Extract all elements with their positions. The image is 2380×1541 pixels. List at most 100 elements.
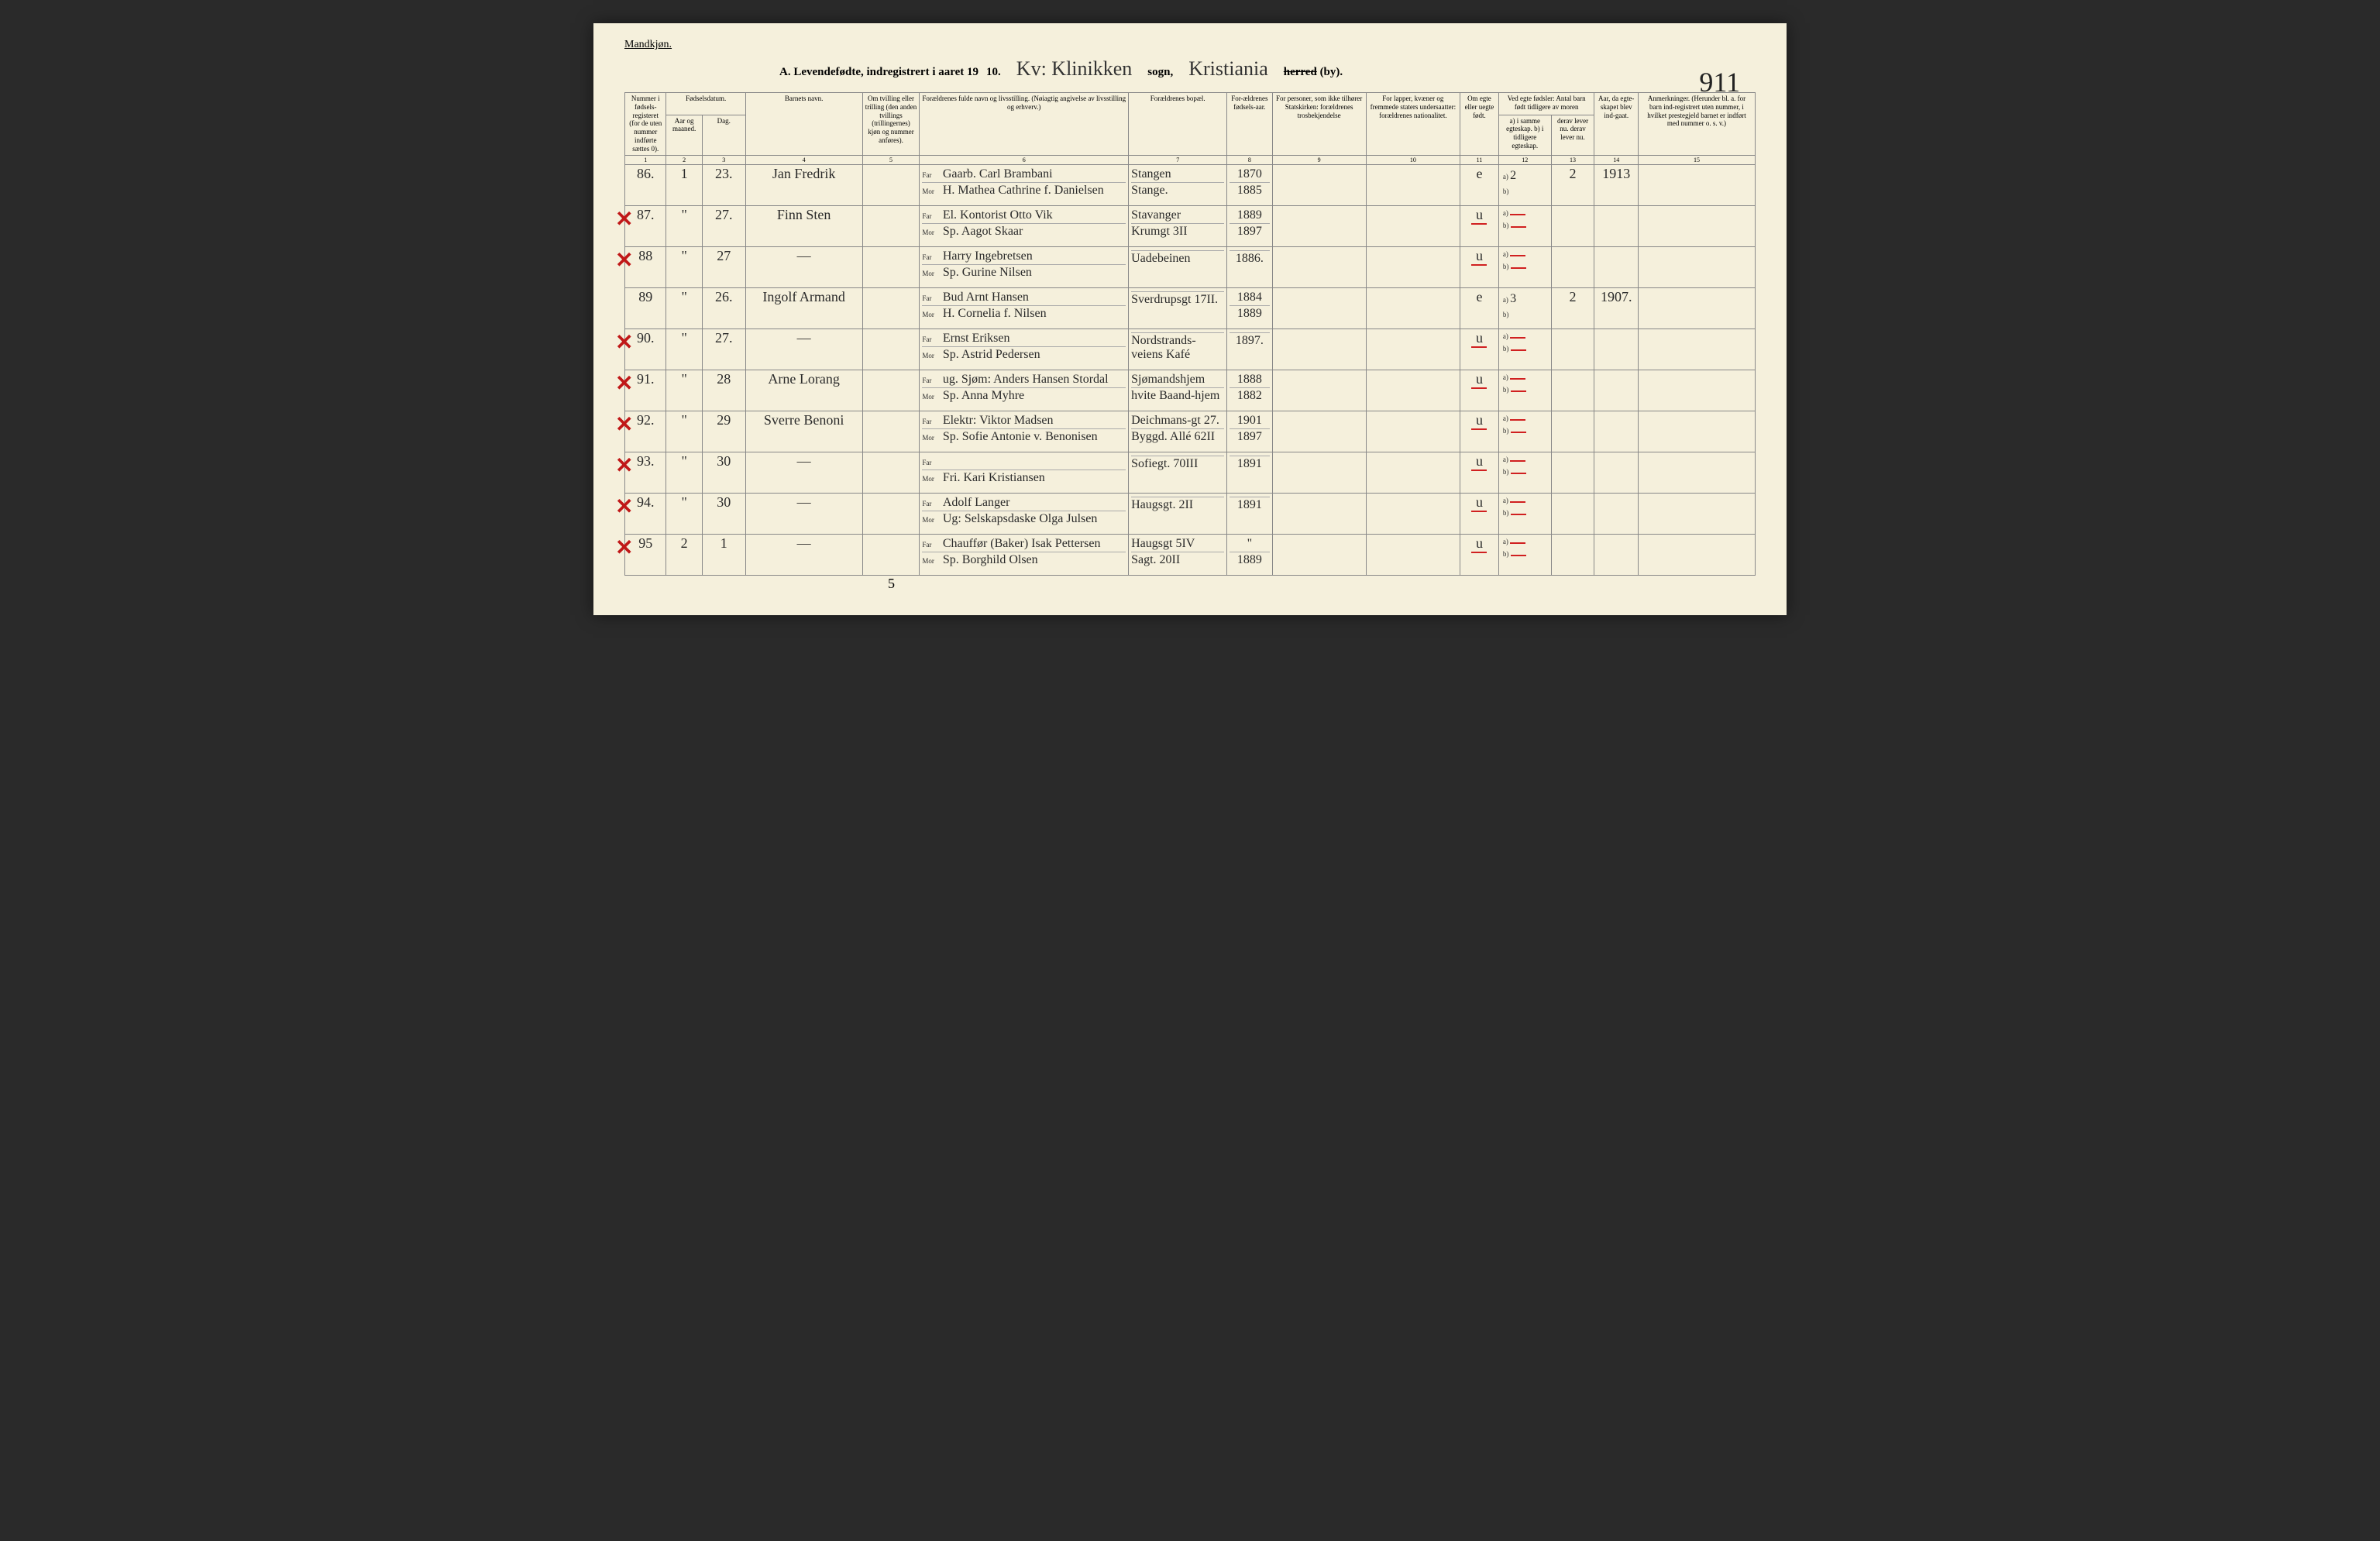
name-cell: — xyxy=(745,535,862,576)
marriage-year-cell xyxy=(1594,494,1638,535)
x-mark-icon: ✕ xyxy=(615,413,633,437)
nationality-cell xyxy=(1366,370,1460,411)
month-cell: " xyxy=(666,370,702,411)
page-number: 911 xyxy=(1699,66,1740,98)
ledger-page: Mandkjøn. 911 A. Levendefødte, indregist… xyxy=(593,23,1787,615)
remarks-cell xyxy=(1638,494,1755,535)
residence-cell: Sjømandshjemhvite Baand-hjem xyxy=(1129,370,1227,411)
faith-cell xyxy=(1272,288,1366,329)
sogn-value: Kv: Klinikken xyxy=(1009,57,1140,81)
name-cell: — xyxy=(745,247,862,288)
col-header: For personer, som ikke tilhører Statskir… xyxy=(1272,93,1366,156)
faith-cell xyxy=(1272,370,1366,411)
prior-children-cell: a) b) xyxy=(1498,370,1551,411)
legitimacy-cell: u xyxy=(1460,535,1498,576)
x-mark-icon: ✕ xyxy=(615,249,633,273)
nationality-cell xyxy=(1366,247,1460,288)
residence-cell: Haugsgt. 2II xyxy=(1129,494,1227,535)
living-cell: 2 xyxy=(1551,288,1594,329)
nationality-cell xyxy=(1366,535,1460,576)
living-cell xyxy=(1551,494,1594,535)
legitimacy-cell: u xyxy=(1460,370,1498,411)
table-row: 86.123.Jan FredrikFar Gaarb. Carl Bramba… xyxy=(625,165,1756,206)
col-header: For-ældrenes fødsels-aar. xyxy=(1227,93,1272,156)
parents-cell: Far Elektr: Viktor MadsenMor Sp. Sofie A… xyxy=(920,411,1129,452)
birthyear-cell: 18701885 xyxy=(1227,165,1272,206)
parents-cell: Far Ernst EriksenMor Sp. Astrid Pedersen xyxy=(920,329,1129,370)
living-cell xyxy=(1551,452,1594,494)
herred-value: Kristiania xyxy=(1181,57,1276,81)
col-header: Nummer i fødsels-registeret (for de uten… xyxy=(625,93,666,156)
name-cell: — xyxy=(745,452,862,494)
name-cell: Jan Fredrik xyxy=(745,165,862,206)
herred-label: herred (by). xyxy=(1284,66,1343,79)
day-cell: 26. xyxy=(702,288,745,329)
twin-cell xyxy=(862,329,920,370)
birthyear-cell: 1886. xyxy=(1227,247,1272,288)
table-row: ✕91."28Arne LorangFar ug. Sjøm: Anders H… xyxy=(625,370,1756,411)
legitimacy-cell: u xyxy=(1460,494,1498,535)
day-cell: 1 xyxy=(702,535,745,576)
residence-cell: StangenStange. xyxy=(1129,165,1227,206)
col-header: a) i samme egteskap. b) i tidligere egte… xyxy=(1498,115,1551,155)
faith-cell xyxy=(1272,247,1366,288)
prior-children-cell: a) b) xyxy=(1498,494,1551,535)
living-cell: 2 xyxy=(1551,165,1594,206)
marriage-year-cell xyxy=(1594,535,1638,576)
marriage-year-cell: 1907. xyxy=(1594,288,1638,329)
birthyear-cell: 18881882 xyxy=(1227,370,1272,411)
gender-heading: Mandkjøn. xyxy=(624,39,1756,51)
faith-cell xyxy=(1272,494,1366,535)
living-cell xyxy=(1551,370,1594,411)
nationality-cell xyxy=(1366,411,1460,452)
parents-cell: Far El. Kontorist Otto VikMor Sp. Aagot … xyxy=(920,206,1129,247)
month-cell: 2 xyxy=(666,535,702,576)
col-header: Aar og maaned. xyxy=(666,115,702,155)
birthyear-cell: 18841889 xyxy=(1227,288,1272,329)
prior-children-cell: a) b) xyxy=(1498,452,1551,494)
table-row: ✕9521—Far Chauffør (Baker) Isak Petterse… xyxy=(625,535,1756,576)
title-prefix: A. Levendefødte, indregistrert i aaret 1… xyxy=(779,66,978,79)
faith-cell xyxy=(1272,535,1366,576)
table-body: 86.123.Jan FredrikFar Gaarb. Carl Bramba… xyxy=(625,165,1756,576)
name-cell: Finn Sten xyxy=(745,206,862,247)
day-cell: 29 xyxy=(702,411,745,452)
row-number: ✕91. xyxy=(625,370,666,411)
name-cell: Arne Lorang xyxy=(745,370,862,411)
month-cell: " xyxy=(666,247,702,288)
remarks-cell xyxy=(1638,452,1755,494)
col-header: Forældrenes bopæl. xyxy=(1129,93,1227,156)
col-header: derav lever nu. derav lever nu. xyxy=(1551,115,1594,155)
legitimacy-cell: e xyxy=(1460,165,1498,206)
legitimacy-cell: u xyxy=(1460,452,1498,494)
twin-cell xyxy=(862,452,920,494)
title-row: A. Levendefødte, indregistrert i aaret 1… xyxy=(624,57,1756,81)
living-cell xyxy=(1551,329,1594,370)
living-cell xyxy=(1551,247,1594,288)
faith-cell xyxy=(1272,452,1366,494)
row-number: ✕94. xyxy=(625,494,666,535)
marriage-year-cell xyxy=(1594,411,1638,452)
birthyear-cell: 1891 xyxy=(1227,452,1272,494)
twin-cell xyxy=(862,288,920,329)
table-row: ✕88"27—Far Harry IngebretsenMor Sp. Guri… xyxy=(625,247,1756,288)
title-year: 10. xyxy=(986,66,1001,79)
col-header: Aar, da egte-skapet blev ind-gaat. xyxy=(1594,93,1638,156)
day-cell: 27. xyxy=(702,329,745,370)
living-cell xyxy=(1551,206,1594,247)
row-number: ✕90. xyxy=(625,329,666,370)
living-cell xyxy=(1551,411,1594,452)
table-row: ✕94."30—Far Adolf LangerMor Ug: Selskaps… xyxy=(625,494,1756,535)
sogn-label: sogn, xyxy=(1147,66,1173,79)
month-cell: " xyxy=(666,206,702,247)
remarks-cell xyxy=(1638,329,1755,370)
birthyear-cell: 18891897 xyxy=(1227,206,1272,247)
twin-cell xyxy=(862,165,920,206)
prior-children-cell: a) b) xyxy=(1498,329,1551,370)
marriage-year-cell xyxy=(1594,206,1638,247)
remarks-cell xyxy=(1638,535,1755,576)
month-cell: " xyxy=(666,411,702,452)
day-cell: 23. xyxy=(702,165,745,206)
row-number: ✕92. xyxy=(625,411,666,452)
row-number: ✕87. xyxy=(625,206,666,247)
